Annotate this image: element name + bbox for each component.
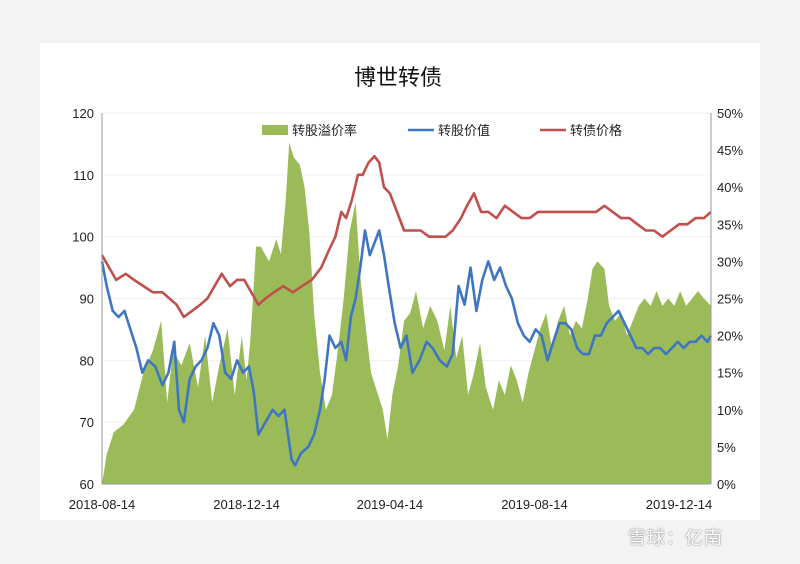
y-left-tick-label: 100 [72, 230, 94, 245]
y-right-tick-label: 10% [717, 403, 743, 418]
x-tick-label: 2019-08-14 [501, 497, 568, 512]
y-right-tick-label: 5% [717, 440, 736, 455]
chart-card: 博世转债 60 70 80 90 100 110 120 0% 5% 10% 15% 20% 25% 30… [40, 43, 760, 520]
x-tick-label: 2018-08-14 [69, 497, 136, 512]
y-right-tick-label: 20% [717, 329, 743, 344]
legend-swatch [262, 125, 288, 135]
x-tick-label: 2019-12-14 [646, 497, 713, 512]
x-tick-label: 2018-12-14 [213, 497, 280, 512]
x-tick-label: 2019-04-14 [357, 497, 424, 512]
series-line-转股价值 [100, 229, 713, 467]
y-right-tick-label: 15% [717, 366, 743, 381]
legend: 转股溢价率 转股价值 转债价格 [262, 123, 622, 138]
y-left-tick-label: 80 [80, 353, 94, 368]
y-left-tick-label: 110 [73, 168, 94, 183]
y-right-tick-label: 0% [717, 477, 736, 492]
chart: 博世转债 60 70 80 90 100 110 120 0% 5% 10% 15% 20% 25% 30… [69, 65, 744, 512]
legend-label: 转股溢价率 [292, 123, 357, 138]
y-right-tick-label: 35% [717, 217, 743, 232]
y-right-tick-label: 50% [717, 106, 743, 121]
y-right-tick-label: 40% [717, 180, 743, 195]
y-left-tick-label: 60 [80, 477, 94, 492]
tick-labels: 60 70 80 90 100 110 120 0% 5% 10% 15% 20% 25% 30% 35% 4… [69, 106, 744, 512]
line-layer [100, 155, 713, 467]
y-right-tick-label: 45% [717, 143, 743, 158]
legend-label: 转股价值 [438, 123, 490, 138]
y-left-tick-label: 90 [80, 292, 94, 307]
chart-title: 博世转债 [354, 65, 442, 90]
series-line-转债价格 [100, 155, 712, 319]
y-right-tick-label: 30% [717, 254, 743, 269]
legend-label: 转债价格 [570, 123, 622, 138]
y-right-tick-label: 25% [717, 292, 743, 307]
axes [101, 113, 712, 485]
watermark: 雪球：亿南 [628, 528, 723, 548]
y-left-tick-label: 70 [80, 415, 94, 430]
y-left-tick-label: 120 [72, 106, 94, 121]
